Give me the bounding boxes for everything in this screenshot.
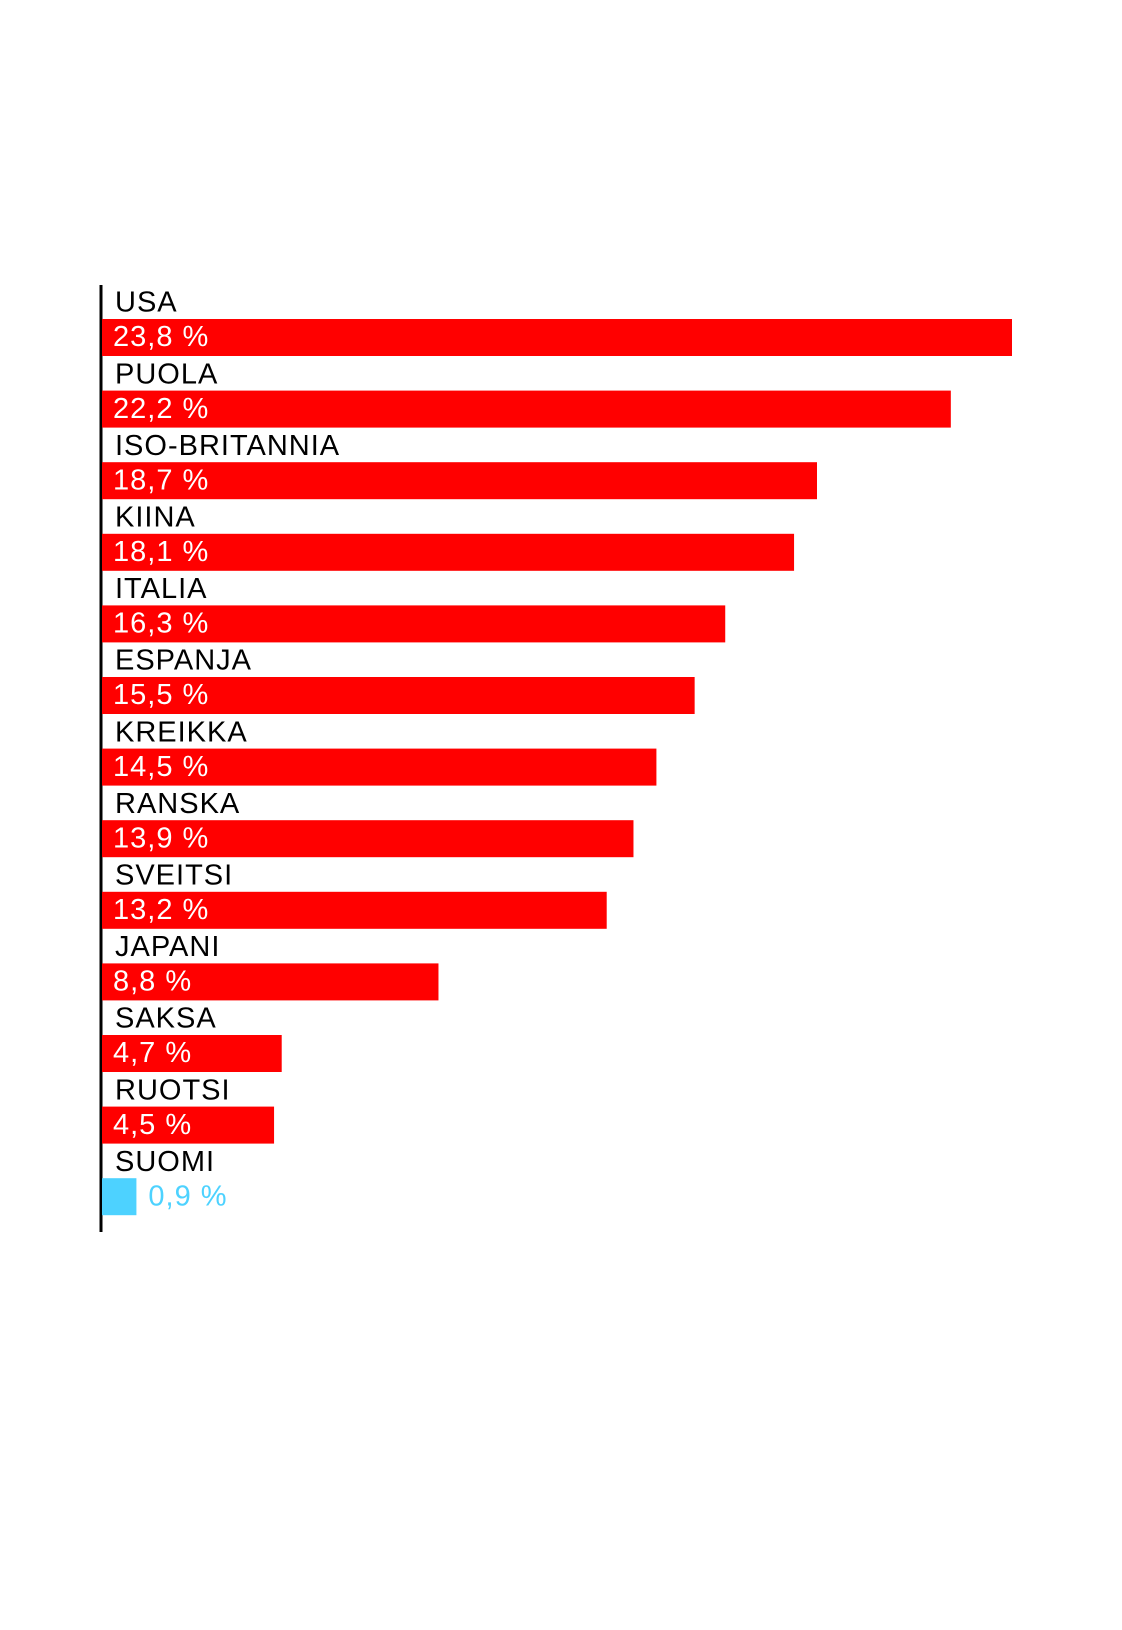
category-label: KREIKKA [115,716,248,748]
value-label: 0,9 % [148,1180,227,1212]
value-label: 13,9 % [113,822,209,854]
value-label: 18,7 % [113,464,209,496]
category-label: USA [115,287,178,319]
value-label: 4,5 % [113,1109,192,1141]
bar [102,462,817,500]
bar [102,677,695,714]
category-label: RANSKA [115,788,240,820]
category-label: PUOLA [115,358,218,390]
bar [102,1035,282,1072]
bar [102,605,726,643]
category-label: KIINA [115,501,196,533]
bar [102,533,795,571]
value-label: 8,8 % [113,966,192,998]
value-label: 16,3 % [113,608,209,640]
category-label: SVEITSI [115,859,233,891]
bar [102,1106,275,1144]
value-label: 13,2 % [113,894,209,926]
category-label: SAKSA [115,1003,217,1035]
bar [102,820,634,858]
value-label: 18,1 % [113,536,209,568]
category-label: ITALIA [115,573,208,605]
category-label: SUOMI [115,1146,215,1178]
value-label: 14,5 % [113,751,209,783]
bar [102,390,951,428]
bar [102,319,1012,356]
bar [102,1178,137,1216]
value-label: 4,7 % [113,1037,192,1069]
bar [102,748,657,786]
bar [102,891,607,929]
category-label: ESPANJA [115,645,252,677]
category-label: RUOTSI [115,1074,231,1106]
category-label: ISO-BRITANNIA [115,430,340,462]
value-label: 15,5 % [113,679,209,711]
bar [102,963,439,1001]
value-label: 23,8 % [113,321,209,353]
category-label: JAPANI [115,931,220,963]
value-label: 22,2 % [113,393,209,425]
